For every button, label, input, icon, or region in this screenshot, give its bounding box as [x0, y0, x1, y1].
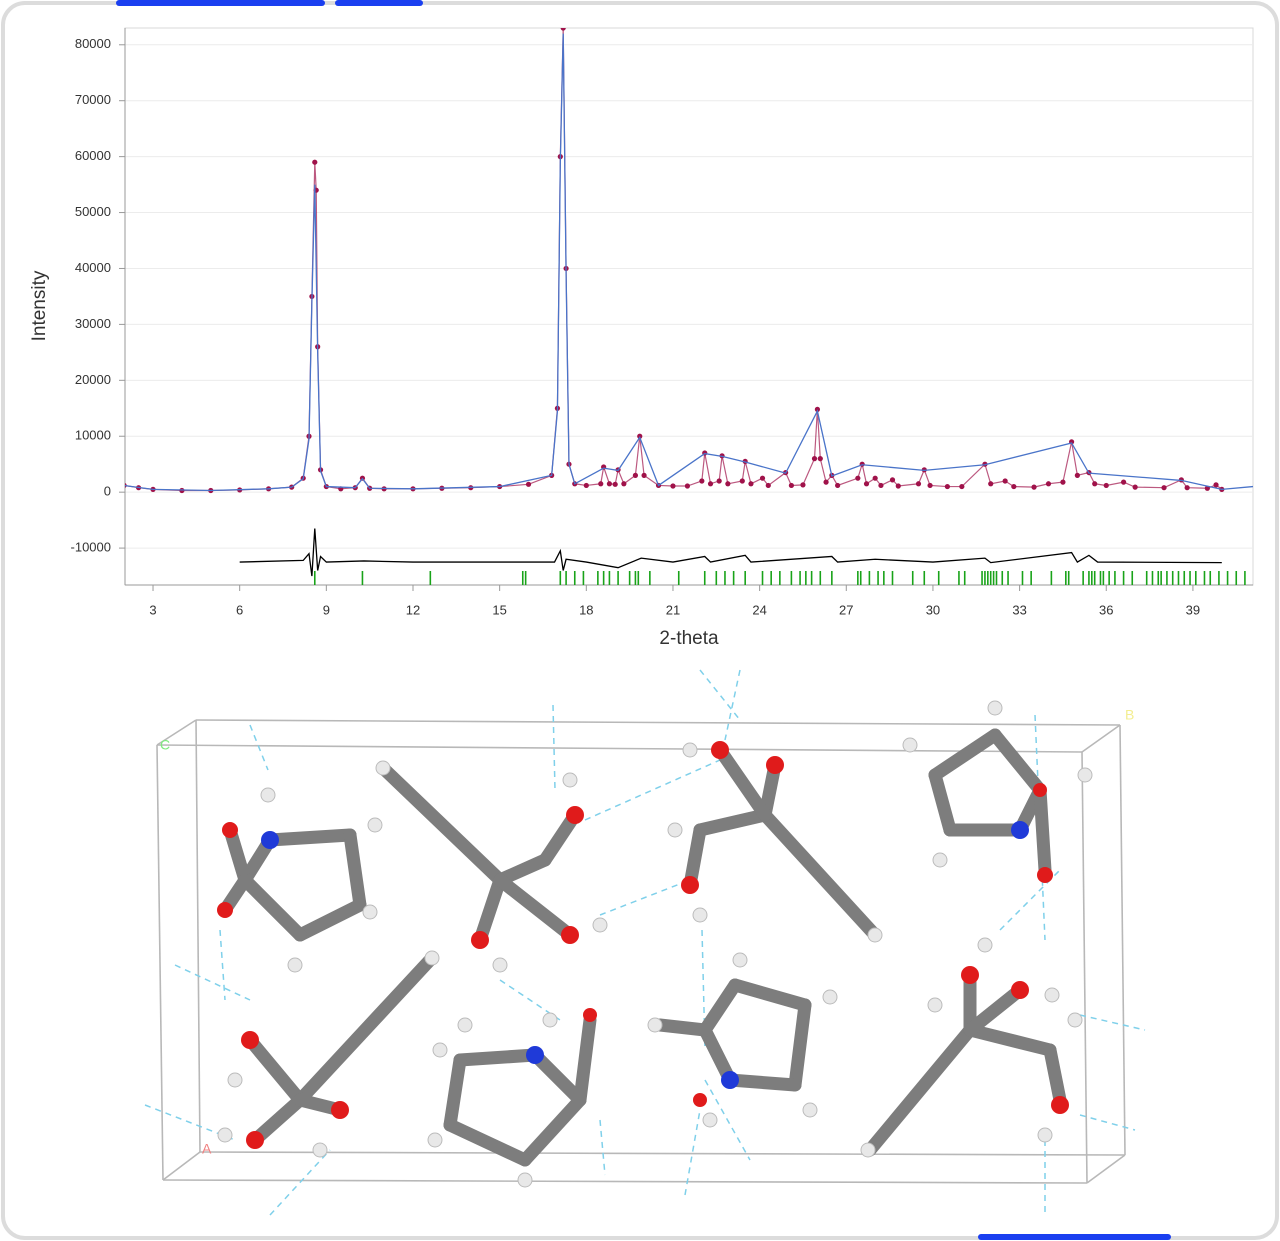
calculated-line: [125, 33, 1253, 492]
x-tick-label: 30: [926, 602, 940, 617]
series-group: [125, 28, 1253, 585]
plot: -10000 0 10000 20000 30000 40000 50000 60000 700…: [71, 27, 1254, 617]
decor-bar: [116, 0, 325, 6]
y-tick-label: 70000: [75, 92, 111, 107]
y-tick-label: 50000: [75, 204, 111, 219]
cell-axis-label: B: [1125, 707, 1134, 723]
x-tick-label: 15: [492, 602, 506, 617]
decor-bar: [978, 1234, 1171, 1240]
y-tick-label: 10000: [75, 428, 111, 443]
plot-area: [124, 27, 1254, 586]
difference-line: [239, 528, 1222, 577]
y-tick-label: 0: [104, 484, 111, 499]
x-tick-label: 24: [752, 602, 766, 617]
crystal-structure: C B A: [144, 669, 1146, 1216]
x-tick-label: 12: [406, 602, 420, 617]
x-tick-label: 36: [1099, 602, 1113, 617]
atoms: [217, 700, 1093, 1188]
decor-bar: [335, 0, 423, 6]
x-tick-label: 6: [236, 602, 243, 617]
y-tick-label: 80000: [75, 36, 111, 51]
cell-axis-label: C: [160, 737, 170, 753]
y-axis-label: Intensity: [29, 270, 50, 341]
cell-axis-label: A: [202, 1141, 212, 1157]
x-tick-label: 21: [666, 602, 680, 617]
x-tick-label: 9: [323, 602, 330, 617]
molecules: [218, 728, 1067, 1167]
x-tick-label: 39: [1186, 602, 1200, 617]
x-axis-label: 2-theta: [659, 628, 719, 649]
x-tick-label: 3: [149, 602, 156, 617]
x-tick-label: 27: [839, 602, 853, 617]
y-tick-label: 40000: [75, 260, 111, 275]
x-tick-label: 18: [579, 602, 593, 617]
y-tick-label: -10000: [71, 540, 111, 555]
y-tick-label: 60000: [75, 148, 111, 163]
unit-cell: [156, 719, 1126, 1184]
y-tick-label: 20000: [75, 372, 111, 387]
x-tick-label: 33: [1012, 602, 1026, 617]
y-tick-label: 30000: [75, 316, 111, 331]
observed-trace: [125, 28, 1223, 492]
